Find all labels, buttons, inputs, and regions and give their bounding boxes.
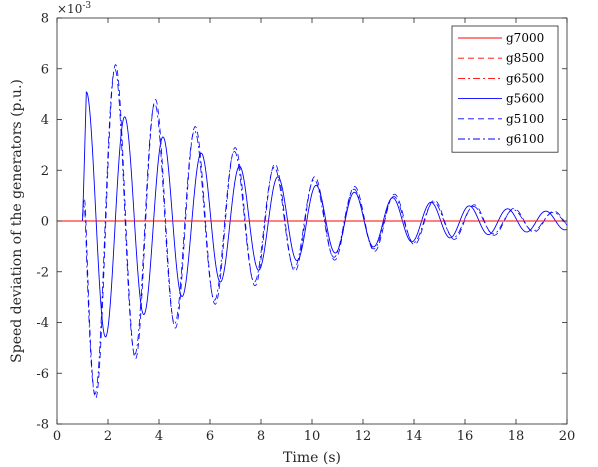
x-tick-label: 8	[257, 429, 265, 444]
legend-label-g6500: g6500	[506, 71, 544, 85]
legend-label-g5600: g5600	[506, 92, 544, 106]
y-tick-label: 6	[41, 62, 49, 77]
x-tick-labels: 0 2 4 6 8 10 12 14 16 18 20	[53, 429, 575, 444]
y-tick-label: -8	[36, 418, 49, 433]
legend-label-g5100: g5100	[506, 112, 544, 126]
y-tick-label: -4	[36, 316, 49, 331]
x-tick-label: 2	[104, 429, 112, 444]
series-line-g5600	[57, 91, 568, 338]
x-tick-label: 0	[53, 429, 61, 444]
y-tick-label: -6	[36, 367, 49, 382]
series-line-g6100	[57, 68, 568, 395]
legend: g7000 g8500 g6500 g5600 g5100 g6100	[451, 25, 559, 153]
y-tick-label: 4	[41, 113, 49, 128]
x-axis-title: Time (s)	[283, 450, 341, 466]
y-axis-exponent-label: ×10-3	[57, 1, 91, 16]
x-tick-label: 6	[206, 429, 214, 444]
x-tick-label: 10	[304, 429, 321, 444]
x-tick-label: 12	[355, 429, 372, 444]
x-tick-label: 4	[155, 429, 163, 444]
y-axis-title: Speed deviation of the generators (p.u.)	[9, 79, 25, 363]
series-line-g5100	[57, 64, 568, 399]
legend-label-g6100: g6100	[506, 132, 544, 146]
ticks-group	[56, 17, 568, 425]
legend-label-g8500: g8500	[506, 51, 544, 65]
y-tick-label: 2	[41, 164, 49, 179]
legend-box	[451, 25, 559, 153]
series-group	[57, 64, 568, 399]
x-tick-label: 20	[559, 429, 576, 444]
x-tick-label: 18	[508, 429, 525, 444]
legend-items: g7000 g8500 g6500 g5600 g5100 g6100	[458, 31, 544, 146]
y-tick-label: 0	[41, 215, 49, 230]
exponent-power: -3	[82, 1, 91, 11]
exponent-base: ×10	[57, 2, 82, 16]
legend-label-g7000: g7000	[506, 31, 544, 45]
y-tick-label: 8	[41, 12, 49, 27]
x-tick-label: 16	[457, 429, 474, 444]
y-tick-label: -2	[36, 265, 49, 280]
x-tick-label: 14	[406, 429, 423, 444]
y-tick-labels: -8 -6 -4 -2 0 2 4 6 8	[36, 12, 49, 433]
